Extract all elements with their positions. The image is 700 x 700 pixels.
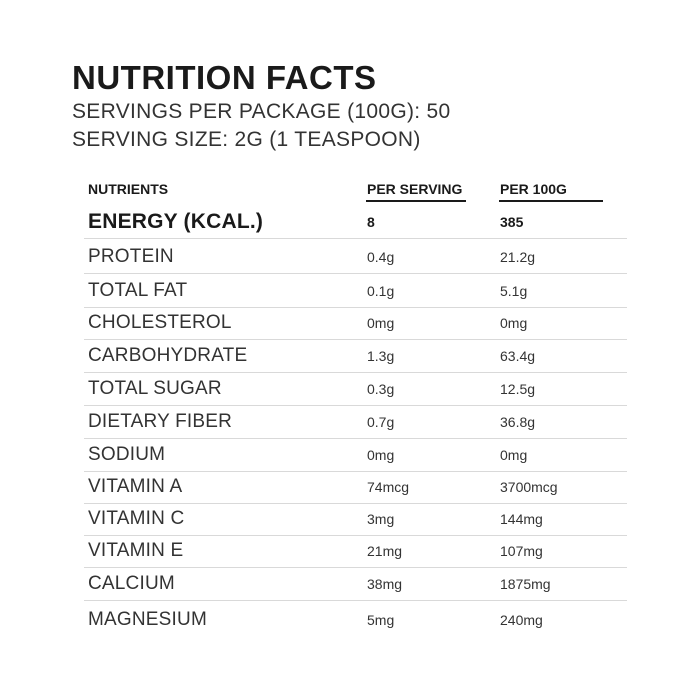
nutrient-name: TOTAL FAT: [88, 279, 188, 301]
nutrient-name: VITAMIN E: [88, 539, 184, 561]
per-serving-value: 0mg: [367, 314, 395, 331]
per-100g-value: 1875mg: [500, 575, 551, 592]
nutrient-name: ENERGY (KCAL.): [88, 209, 264, 233]
per-serving-value: 38mg: [367, 575, 403, 592]
per-serving-value: 3mg: [367, 510, 395, 527]
per-serving-value: 5mg: [367, 611, 395, 628]
column-header-nutrients: NUTRIENTS: [88, 181, 169, 197]
nutrient-name: CHOLESTEROL: [88, 311, 232, 333]
per-serving-value: 8: [367, 213, 375, 230]
table-row: CARBOHYDRATE 1.3g 63.4g: [84, 339, 627, 373]
nutrient-name: DIETARY FIBER: [88, 410, 233, 432]
column-header-per-serving: PER SERVING: [367, 181, 463, 197]
per-serving-value: 1.3g: [367, 347, 395, 364]
table-row: DIETARY FIBER 0.7g 36.8g: [84, 405, 627, 439]
table-row-energy: ENERGY (KCAL.) 8 385: [84, 205, 627, 239]
per-100g-value: 385: [500, 213, 524, 230]
nutrient-name: MAGNESIUM: [88, 608, 207, 630]
per-serving-value: 0.7g: [367, 413, 395, 430]
nutrient-name: CARBOHYDRATE: [88, 344, 248, 366]
table-row: PROTEIN 0.4g 21.2g: [84, 240, 627, 274]
per-100g-value: 107mg: [500, 542, 543, 559]
nutrient-name: VITAMIN A: [88, 475, 183, 497]
table-row: VITAMIN C 3mg 144mg: [84, 502, 627, 536]
per-100g-value: 0mg: [500, 314, 528, 331]
serving-size: SERVING SIZE: 2G (1 TEASPOON): [72, 128, 421, 151]
nutrient-name: VITAMIN C: [88, 507, 185, 529]
per-serving-value: 0.3g: [367, 380, 395, 397]
table-row: TOTAL SUGAR 0.3g 12.5g: [84, 372, 627, 406]
per-100g-value: 36.8g: [500, 413, 536, 430]
per-100g-value: 63.4g: [500, 347, 536, 364]
per-100g-value: 3700mcg: [500, 478, 558, 495]
per-serving-value: 0.1g: [367, 282, 395, 299]
table-row: SODIUM 0mg 0mg: [84, 438, 627, 472]
nutrient-name: TOTAL SUGAR: [88, 377, 222, 399]
nutrient-name: SODIUM: [88, 443, 166, 465]
servings-per-package: SERVINGS PER PACKAGE (100G): 50: [72, 100, 451, 123]
table-row: VITAMIN A 74mcg 3700mcg: [84, 470, 627, 504]
table-row: VITAMIN E 21mg 107mg: [84, 534, 627, 568]
nutrient-name: CALCIUM: [88, 572, 175, 594]
per-serving-value: 21mg: [367, 542, 403, 559]
nutrition-facts-title: NUTRITION FACTS: [72, 59, 377, 96]
table-row: TOTAL FAT 0.1g 5.1g: [84, 274, 627, 308]
per-100g-value: 0mg: [500, 446, 528, 463]
column-header-per-100g: PER 100G: [500, 181, 567, 197]
per-serving-value: 74mcg: [367, 478, 410, 495]
per-serving-value: 0mg: [367, 446, 395, 463]
per-100g-value: 240mg: [500, 611, 543, 628]
nutrient-name: PROTEIN: [88, 245, 174, 267]
per-100g-value: 12.5g: [500, 380, 536, 397]
table-row: CALCIUM 38mg 1875mg: [84, 567, 627, 601]
per-serving-value: 0.4g: [367, 248, 395, 265]
table-row: MAGNESIUM 5mg 240mg: [84, 603, 627, 636]
header-rule-per-100g: [499, 200, 603, 202]
per-100g-value: 5.1g: [500, 282, 528, 299]
table-row: CHOLESTEROL 0mg 0mg: [84, 306, 627, 340]
per-100g-value: 21.2g: [500, 248, 536, 265]
per-100g-value: 144mg: [500, 510, 543, 527]
header-rule-per-serving: [366, 200, 466, 202]
